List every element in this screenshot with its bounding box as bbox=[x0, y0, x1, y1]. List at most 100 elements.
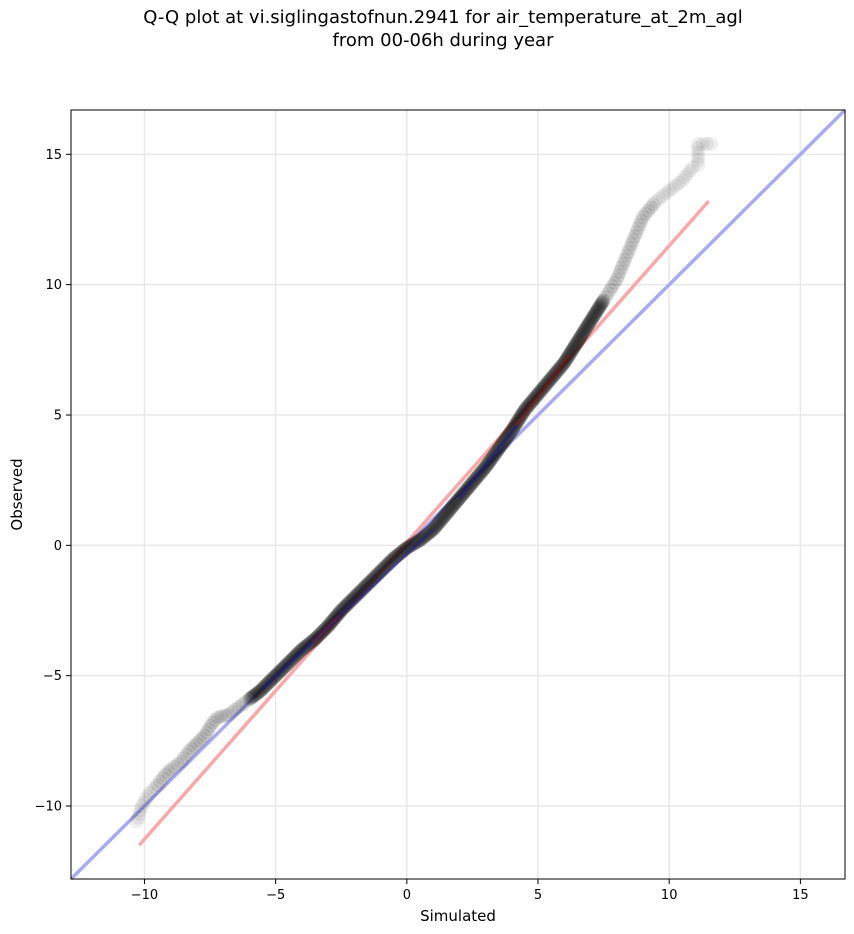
data-point bbox=[323, 616, 338, 631]
data-point bbox=[246, 689, 261, 704]
data-point bbox=[331, 606, 346, 621]
data-point bbox=[228, 702, 243, 717]
data-point bbox=[587, 308, 602, 323]
data-point bbox=[668, 178, 683, 193]
data-point bbox=[562, 347, 577, 362]
data-point bbox=[328, 609, 343, 624]
data-point bbox=[567, 339, 582, 354]
data-point bbox=[411, 533, 426, 548]
data-point bbox=[319, 620, 334, 635]
data-point bbox=[318, 621, 333, 636]
data-point bbox=[545, 369, 560, 384]
data-point bbox=[390, 548, 405, 563]
data-point bbox=[327, 611, 342, 626]
data-point bbox=[289, 647, 304, 662]
data-point bbox=[337, 600, 352, 615]
data-point bbox=[552, 361, 567, 376]
data-point bbox=[259, 678, 274, 693]
data-point bbox=[150, 778, 165, 793]
data-point bbox=[581, 317, 596, 332]
data-point bbox=[134, 799, 149, 814]
data-point bbox=[336, 600, 351, 615]
data-point bbox=[382, 555, 397, 570]
data-point bbox=[512, 411, 527, 426]
data-point bbox=[189, 736, 204, 751]
data-point bbox=[425, 523, 440, 538]
data-point bbox=[345, 592, 360, 607]
data-point bbox=[392, 546, 407, 561]
data-point bbox=[349, 588, 364, 603]
data-point bbox=[403, 538, 418, 553]
x-tick-label: 10 bbox=[661, 888, 678, 903]
data-point bbox=[307, 632, 322, 647]
data-point bbox=[377, 560, 392, 575]
data-point bbox=[380, 557, 395, 572]
data-point bbox=[281, 655, 296, 670]
data-point bbox=[589, 304, 604, 319]
data-point bbox=[195, 731, 210, 746]
data-point bbox=[398, 541, 413, 556]
data-point bbox=[433, 513, 448, 528]
data-point bbox=[584, 313, 599, 328]
data-point bbox=[600, 286, 615, 301]
data-point bbox=[419, 527, 434, 542]
data-point bbox=[558, 353, 573, 368]
data-point bbox=[535, 381, 550, 396]
data-point bbox=[527, 391, 542, 406]
data-point bbox=[295, 641, 310, 656]
data-point bbox=[256, 680, 271, 695]
data-point bbox=[517, 403, 532, 418]
data-point bbox=[214, 709, 229, 724]
data-point bbox=[245, 689, 260, 704]
data-point bbox=[518, 401, 533, 416]
data-point bbox=[386, 551, 401, 566]
data-point bbox=[427, 520, 442, 535]
data-point bbox=[555, 357, 570, 372]
data-point bbox=[619, 248, 634, 263]
data-point bbox=[516, 405, 531, 420]
data-point bbox=[565, 342, 580, 357]
data-point bbox=[672, 175, 687, 190]
data-point bbox=[311, 628, 326, 643]
data-point bbox=[243, 691, 258, 706]
data-point bbox=[298, 639, 313, 654]
data-point bbox=[321, 618, 336, 633]
data-points bbox=[129, 136, 719, 829]
data-point bbox=[588, 306, 603, 321]
data-point bbox=[366, 571, 381, 586]
data-point bbox=[276, 660, 291, 675]
data-point bbox=[446, 498, 461, 513]
data-point bbox=[184, 741, 199, 756]
data-point bbox=[534, 382, 549, 397]
data-point bbox=[408, 535, 423, 550]
data-point bbox=[405, 537, 420, 552]
data-point bbox=[297, 640, 312, 655]
data-point bbox=[624, 237, 639, 252]
data-point bbox=[365, 572, 380, 587]
data-point bbox=[244, 690, 259, 705]
data-point bbox=[534, 383, 549, 398]
data-point bbox=[284, 653, 299, 668]
data-point bbox=[201, 722, 216, 737]
data-point bbox=[266, 670, 281, 685]
data-point bbox=[560, 350, 575, 365]
data-point bbox=[556, 356, 571, 371]
data-point bbox=[363, 574, 378, 589]
x-tick-label: 0 bbox=[403, 888, 411, 903]
data-point bbox=[442, 503, 457, 518]
data-point bbox=[594, 297, 609, 312]
chart-title-line-1: Q-Q plot at vi.siglingastofnun.2941 for … bbox=[143, 7, 743, 28]
data-point bbox=[182, 744, 197, 759]
data-point bbox=[446, 497, 461, 512]
data-point bbox=[577, 323, 592, 338]
data-point bbox=[424, 524, 439, 539]
data-point bbox=[161, 765, 176, 780]
data-point bbox=[414, 531, 429, 546]
data-point bbox=[374, 563, 389, 578]
data-point bbox=[174, 754, 189, 769]
data-point bbox=[631, 221, 646, 236]
data-point bbox=[329, 609, 344, 624]
data-point bbox=[258, 679, 273, 694]
data-point bbox=[429, 518, 444, 533]
data-point bbox=[575, 327, 590, 342]
